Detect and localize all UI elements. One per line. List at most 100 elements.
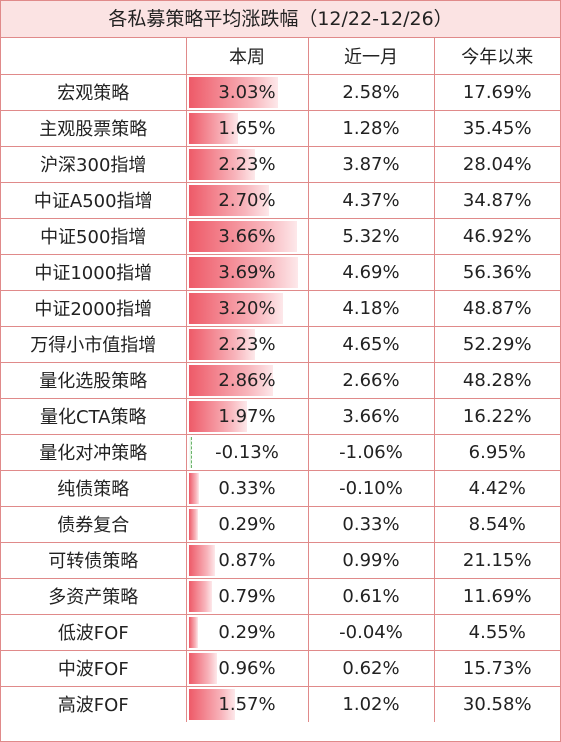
strategy-name: 中证2000指增 xyxy=(1,290,186,327)
strategy-name: 沪深300指增 xyxy=(1,146,186,183)
month-return-value: 5.32% xyxy=(307,218,434,255)
strategy-name: 中证A500指增 xyxy=(1,182,186,219)
week-return-cell: 3.66% xyxy=(185,218,308,255)
table-row: 量化选股策略 2.86% 2.66% 48.28% xyxy=(1,362,560,399)
strategy-name: 量化对冲策略 xyxy=(1,434,186,471)
ytd-return-value: 34.87% xyxy=(433,182,560,219)
table-title: 各私募策略平均涨跌幅（12/22-12/26） xyxy=(1,1,560,38)
month-return-value: -0.10% xyxy=(307,470,434,507)
strategy-name: 中证1000指增 xyxy=(1,254,186,291)
week-return-cell: 2.86% xyxy=(185,362,308,399)
month-return-value: 1.28% xyxy=(307,110,434,147)
header-strategy xyxy=(1,38,186,75)
week-return-databar xyxy=(188,256,298,288)
month-return-value: 2.66% xyxy=(307,362,434,399)
table-row: 高波FOF 1.57% 1.02% 30.58% xyxy=(1,686,560,722)
week-return-value: -0.13% xyxy=(215,441,279,463)
week-return-databar xyxy=(188,364,273,396)
header-ytd: 今年以来 xyxy=(433,38,560,75)
month-return-value: 4.37% xyxy=(307,182,434,219)
strategy-name: 量化CTA策略 xyxy=(1,398,186,435)
month-return-value: 3.66% xyxy=(307,398,434,435)
week-return-cell: 0.79% xyxy=(185,578,308,615)
table-row: 中证1000指增 3.69% 4.69% 56.36% xyxy=(1,254,560,291)
ytd-return-value: 4.42% xyxy=(433,470,560,507)
ytd-return-value: 8.54% xyxy=(433,506,560,543)
week-return-databar xyxy=(188,580,212,612)
week-return-databar xyxy=(188,688,235,720)
week-return-value: 0.29% xyxy=(218,513,276,535)
week-return-databar xyxy=(188,472,199,504)
week-return-cell: 0.87% xyxy=(185,542,308,579)
week-return-value: 0.33% xyxy=(218,477,276,499)
week-return-databar xyxy=(188,112,238,144)
strategy-name: 量化选股策略 xyxy=(1,362,186,399)
week-return-value: 2.23% xyxy=(218,333,276,355)
ytd-return-value: 28.04% xyxy=(433,146,560,183)
ytd-return-value: 15.73% xyxy=(433,650,560,687)
week-return-databar xyxy=(188,508,198,540)
week-return-cell: 2.23% xyxy=(185,326,308,363)
week-return-value: 2.23% xyxy=(218,153,276,175)
ytd-return-value: 30.58% xyxy=(433,686,560,722)
strategy-name: 多资产策略 xyxy=(1,578,186,615)
strategy-name: 可转债策略 xyxy=(1,542,186,579)
week-return-cell: 1.57% xyxy=(185,686,308,722)
week-return-value: 1.57% xyxy=(218,693,276,715)
strategy-name: 宏观策略 xyxy=(1,74,186,111)
strategy-name: 纯债策略 xyxy=(1,470,186,507)
month-return-value: 2.58% xyxy=(307,74,434,111)
table-row: 万得小市值指增 2.23% 4.65% 52.29% xyxy=(1,326,560,363)
strategy-name: 债券复合 xyxy=(1,506,186,543)
week-return-databar xyxy=(188,292,283,324)
week-return-cell: 3.03% xyxy=(185,74,308,111)
strategy-name: 主观股票策略 xyxy=(1,110,186,147)
week-return-value: 0.87% xyxy=(218,549,276,571)
strategy-name: 低波FOF xyxy=(1,614,186,651)
table-row: 低波FOF 0.29% -0.04% 4.55% xyxy=(1,614,560,651)
week-return-cell: 0.96% xyxy=(185,650,308,687)
table-row: 多资产策略 0.79% 0.61% 11.69% xyxy=(1,578,560,615)
table-row: 量化CTA策略 1.97% 3.66% 16.22% xyxy=(1,398,560,435)
week-return-value: 3.66% xyxy=(218,225,276,247)
table-row: 量化对冲策略 -0.13% -1.06% 6.95% xyxy=(1,434,560,471)
week-return-value: 3.69% xyxy=(218,261,276,283)
header-row: 本周 近一月 今年以来 xyxy=(1,38,560,75)
table-row: 主观股票策略 1.65% 1.28% 35.45% xyxy=(1,110,560,147)
header-week: 本周 xyxy=(185,38,308,75)
week-return-value: 1.97% xyxy=(218,405,276,427)
week-return-cell: 0.33% xyxy=(185,470,308,507)
month-return-value: 0.62% xyxy=(307,650,434,687)
table-row: 中证500指增 3.66% 5.32% 46.92% xyxy=(1,218,560,255)
ytd-return-value: 11.69% xyxy=(433,578,560,615)
week-return-value: 0.96% xyxy=(218,657,276,679)
ytd-return-value: 21.15% xyxy=(433,542,560,579)
table-row: 中证2000指增 3.20% 4.18% 48.87% xyxy=(1,290,560,327)
ytd-return-value: 52.29% xyxy=(433,326,560,363)
table-row: 宏观策略 3.03% 2.58% 17.69% xyxy=(1,74,560,111)
week-return-databar xyxy=(188,544,215,576)
strategy-name: 高波FOF xyxy=(57,695,129,717)
returns-table: 本周 近一月 今年以来 宏观策略 3.03% 2.58% 17.69% 主观股票策略 1.… xyxy=(1,38,560,722)
table-row: 纯债策略 0.33% -0.10% 4.42% xyxy=(1,470,560,507)
table-row: 沪深300指增 2.23% 3.87% 28.04% xyxy=(1,146,560,183)
week-return-databar xyxy=(188,328,255,360)
week-return-cell: 3.69% xyxy=(185,254,308,291)
month-return-value: 3.87% xyxy=(307,146,434,183)
week-return-databar xyxy=(188,148,255,180)
month-return-value: 0.99% xyxy=(307,542,434,579)
week-return-databar xyxy=(188,184,269,216)
month-return-value: 4.69% xyxy=(307,254,434,291)
week-return-cell: -0.13% xyxy=(185,434,308,471)
month-return-value: -1.06% xyxy=(307,434,434,471)
ytd-return-value: 56.36% xyxy=(433,254,560,291)
ytd-return-value: 46.92% xyxy=(433,218,560,255)
week-return-cell: 2.23% xyxy=(185,146,308,183)
ytd-return-value: 4.55% xyxy=(433,614,560,651)
week-return-cell: 2.70% xyxy=(185,182,308,219)
month-return-value: -0.04% xyxy=(307,614,434,651)
week-return-databar xyxy=(188,220,297,252)
week-return-cell: 1.97% xyxy=(185,398,308,435)
week-return-databar xyxy=(188,400,247,432)
